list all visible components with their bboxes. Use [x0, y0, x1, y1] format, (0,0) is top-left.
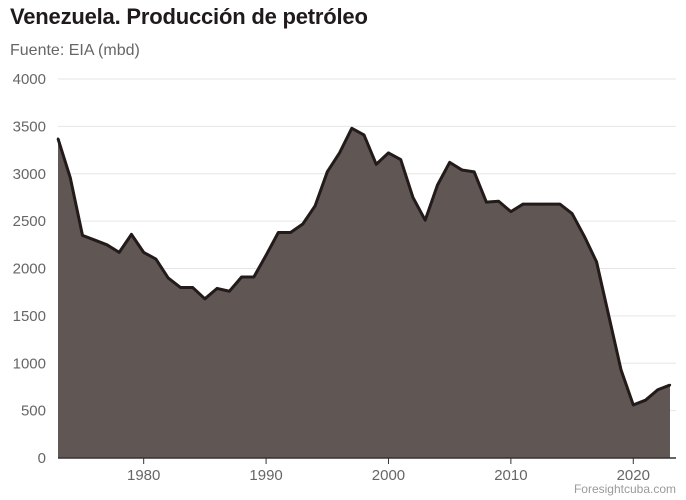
data-point: [350, 127, 353, 130]
data-point: [460, 168, 464, 172]
y-tick-label: 0: [38, 450, 46, 467]
y-tick-label: 2000: [13, 261, 46, 278]
data-point: [472, 170, 476, 174]
data-point: [228, 290, 231, 293]
data-point: [338, 151, 341, 155]
data-point: [644, 399, 647, 402]
data-point: [215, 287, 219, 290]
data-point: [399, 158, 402, 161]
data-point: [154, 257, 158, 261]
data-point: [632, 403, 635, 407]
data-point: [656, 388, 659, 391]
data-point: [252, 275, 256, 279]
data-point: [497, 200, 500, 203]
y-tick-label: 4000: [13, 71, 46, 88]
data-point: [509, 210, 513, 213]
data-point: [570, 212, 574, 215]
x-tick-label: 2020: [617, 467, 650, 484]
x-tick-label: 2010: [494, 467, 527, 484]
data-point: [326, 170, 329, 174]
data-point: [118, 251, 121, 254]
data-point: [142, 251, 145, 254]
y-tick-label: 1000: [13, 355, 46, 372]
chart-subtitle: Fuente: EIA (mbd): [10, 42, 140, 59]
data-point: [289, 231, 292, 234]
source-credit: Foresightcuba.com: [573, 482, 676, 496]
data-point: [93, 238, 96, 242]
data-point: [583, 235, 586, 238]
data-point: [411, 196, 415, 199]
data-point: [546, 202, 549, 206]
y-tick-label: 1500: [13, 308, 46, 325]
chart-title: Venezuela. Producción de petróleo: [10, 4, 368, 29]
data-point: [619, 368, 623, 372]
data-point: [607, 314, 610, 318]
data-point: [534, 202, 537, 206]
data-point: [191, 286, 194, 289]
data-point: [375, 163, 378, 166]
data-point: [424, 218, 427, 222]
data-point: [558, 202, 562, 206]
data-point: [277, 231, 280, 234]
data-point: [166, 276, 170, 280]
x-tick-label: 2000: [372, 467, 405, 484]
data-point: [81, 234, 84, 237]
x-tick-label: 1980: [127, 467, 160, 484]
y-tick-label: 3500: [13, 118, 46, 135]
data-point: [387, 151, 390, 155]
data-point: [105, 243, 109, 247]
data-point: [313, 204, 317, 208]
data-point: [264, 254, 268, 257]
data-point: [56, 137, 60, 140]
data-point: [179, 286, 182, 289]
data-point: [301, 222, 304, 226]
data-point: [436, 183, 439, 187]
y-tick-label: 500: [21, 403, 46, 420]
series-area: [58, 128, 670, 458]
data-point: [448, 161, 451, 164]
data-point: [203, 297, 207, 301]
y-tick-label: 2500: [13, 213, 46, 230]
data-point: [69, 176, 72, 179]
data-point: [595, 260, 598, 264]
data-point: [521, 202, 525, 206]
data-point: [240, 275, 243, 279]
data-point: [485, 200, 488, 204]
data-point: [130, 233, 133, 236]
data-point: [362, 133, 366, 137]
data-point: [668, 383, 672, 387]
x-tick-label: 1990: [249, 467, 282, 484]
y-tick-label: 3000: [13, 166, 46, 183]
